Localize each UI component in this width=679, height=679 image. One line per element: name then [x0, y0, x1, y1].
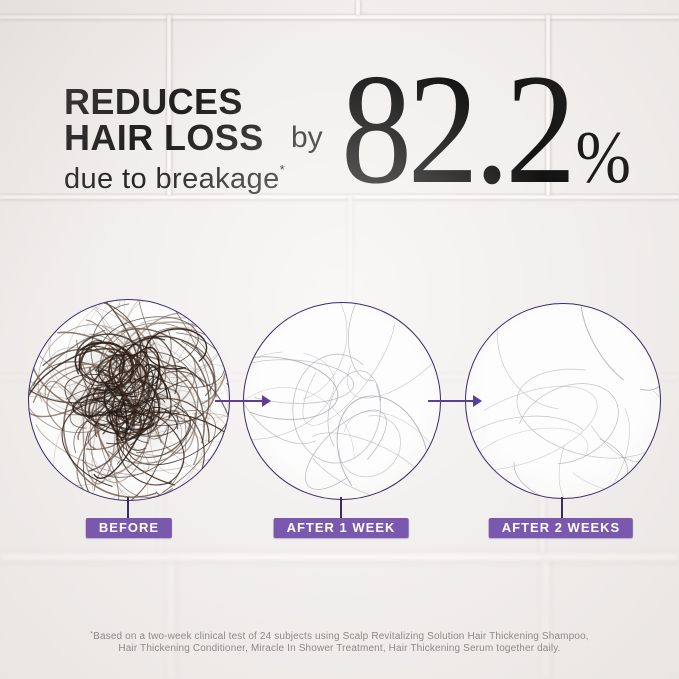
hair-strands-minimal-illustration — [466, 304, 660, 498]
tile-grout-vertical — [543, 561, 549, 679]
footnote-line1: *Based on a two-week clinical test of 24… — [0, 629, 679, 643]
stat-unit: % — [575, 117, 631, 199]
headline-line1: REDUCES — [64, 81, 243, 122]
badge-connector-line — [127, 497, 129, 518]
stat-percentage: 82.2% — [341, 51, 631, 209]
stage-badge-after-1-week: AFTER 1 WEEK — [273, 518, 409, 538]
headline-block: REDUCES HAIR LOSS due to breakage* — [64, 84, 285, 196]
sample-circle-after-1-week — [243, 302, 441, 500]
stage-badge-after-2-weeks: AFTER 2 WEEKS — [488, 518, 634, 538]
arrow-line-1 — [215, 400, 263, 402]
arrow-line-2 — [428, 400, 474, 402]
sample-circle-before — [28, 299, 230, 501]
footnote-line1-text: Based on a two-week clinical test of 24 … — [93, 631, 589, 642]
hair-strands-sparse-illustration — [244, 303, 440, 499]
headline-subline: due to breakage* — [64, 162, 285, 196]
arrow-head-icon — [262, 395, 271, 407]
sample-circle-after-2-weeks — [465, 303, 661, 499]
footnote-line2: Hair Thickening Conditioner, Miracle In … — [118, 642, 561, 654]
headline-line2: HAIR LOSS — [64, 117, 264, 158]
stage-badge-before: BEFORE — [85, 518, 173, 538]
tile-grout-vertical — [356, 0, 360, 15]
stat-value: 82.2 — [341, 42, 576, 217]
tile-grout-horizontal — [0, 15, 679, 19]
tile-grout-horizontal — [0, 553, 679, 561]
badge-connector-line — [561, 497, 563, 518]
subline-asterisk: * — [279, 162, 286, 177]
hair-clump-dense-illustration — [29, 300, 229, 500]
tile-grout-vertical — [168, 561, 174, 679]
subline-text: due to breakage — [64, 163, 280, 195]
footnote-disclaimer: *Based on a two-week clinical test of 24… — [0, 629, 679, 654]
connector-word-by: by — [291, 121, 323, 154]
arrow-head-icon — [473, 395, 482, 407]
badge-connector-line — [340, 497, 342, 518]
